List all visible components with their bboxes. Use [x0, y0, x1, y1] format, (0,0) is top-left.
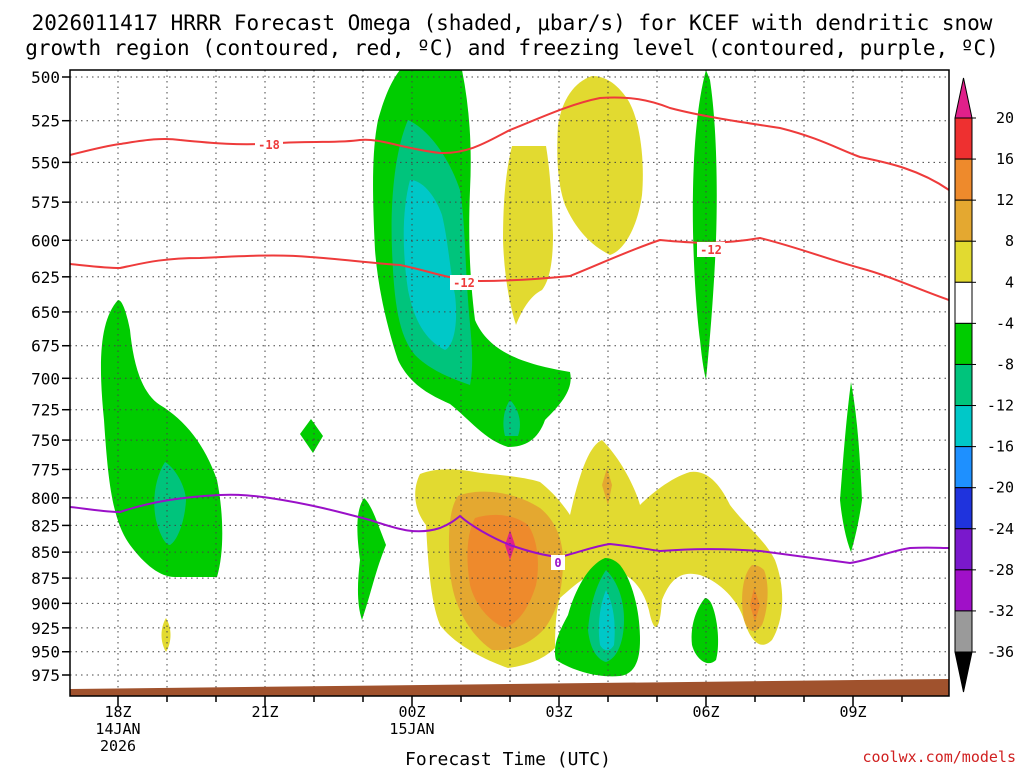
chart-title-line2: growth region (contoured, red, ºC) and f… [25, 36, 999, 60]
colorbar: 20 16 12 8 4 -4 -8 -12 -16 -20 -24 -28 -32 -36 [954, 77, 1014, 693]
terrain-ground [70, 679, 949, 696]
colorbar-segment [954, 281, 973, 324]
x-tick-label: 06Z [692, 703, 719, 721]
x-tick-label: 09Z [839, 703, 866, 721]
colorbar-top-triangle [954, 77, 973, 119]
y-tick-label: 525 [31, 112, 60, 131]
y-tick-label: 725 [31, 401, 60, 420]
omega-region-green [300, 419, 323, 453]
y-tick-label: 550 [31, 153, 60, 172]
x-tick-label: 03Z [545, 703, 572, 721]
x-tick-label: 21Z [251, 703, 278, 721]
omega-region-cyan [598, 590, 615, 651]
gridlines [70, 70, 949, 696]
y-tick-label: 600 [31, 231, 60, 250]
omega-region-yellow [557, 76, 643, 255]
credit-text: coolwx.com/models [862, 748, 1016, 766]
omega-region-green [357, 498, 386, 620]
omega-region-yellow [161, 618, 171, 652]
dgz-lower-label: -12 [453, 276, 475, 290]
colorbar-label: -28 [987, 561, 1014, 579]
omega-region-teal [503, 400, 520, 436]
colorbar-segment [954, 363, 973, 407]
colorbar-segment [954, 199, 973, 242]
y-tick-label: 900 [31, 594, 60, 613]
omega-region-orange [602, 468, 612, 505]
colorbar-segment [954, 487, 973, 530]
omega-region-orange [467, 514, 538, 628]
y-tick-label: 850 [31, 543, 60, 562]
colorbar-label: 4 [1005, 273, 1014, 291]
colorbar-segment [954, 322, 973, 365]
dgz-lower-label-2: -12 [700, 243, 722, 257]
freezing-level-contour [70, 493, 949, 565]
colorbar-label: 12 [996, 191, 1014, 209]
y-tick-label: 950 [31, 643, 60, 662]
x-tick-date-label: 15JAN [389, 720, 434, 738]
y-tick-label: 775 [31, 460, 60, 479]
y-tick-label: 800 [31, 489, 60, 508]
colorbar-segment [954, 117, 973, 160]
colorbar-segment [954, 528, 973, 571]
colorbar-label: -32 [987, 602, 1014, 620]
colorbar-label: 16 [996, 150, 1014, 168]
colorbar-label: -20 [987, 479, 1014, 497]
colorbar-segment [954, 610, 973, 653]
dgz-upper-contour [70, 96, 949, 191]
colorbar-segment [954, 158, 973, 201]
colorbar-segment [954, 405, 973, 448]
colorbar-label: -12 [987, 397, 1014, 415]
y-tick-label: 675 [31, 337, 60, 356]
omega-region-green [692, 70, 717, 380]
colorbar-label: -4 [996, 314, 1014, 332]
y-tick-label: 875 [31, 569, 60, 588]
omega-region-teal [154, 462, 186, 545]
colorbar-label: -16 [987, 438, 1014, 456]
y-tick-label: 650 [31, 303, 60, 322]
omega-region-green [840, 382, 862, 552]
x-axis-label: Forecast Time (UTC) [405, 749, 611, 768]
contour-labels: -18 -12 -12 0 [255, 137, 725, 570]
chart-title-line1: 2026011417 HRRR Forecast Omega (shaded, … [32, 11, 993, 35]
dgz-upper-label: -18 [258, 138, 280, 152]
colorbar-segment [954, 446, 973, 489]
y-tick-label: 700 [31, 369, 60, 388]
x-tick-date-label: 14JAN [95, 720, 140, 738]
colorbar-label: -24 [987, 520, 1014, 538]
y-tick-label: 500 [31, 68, 60, 87]
dgz-lower-contour [70, 236, 949, 301]
y-tick-label: 825 [31, 516, 60, 535]
y-tick-label: 625 [31, 268, 60, 287]
colorbar-segment [954, 240, 973, 283]
colorbar-segment [954, 569, 973, 612]
y-axis: 500 525 550 575 600 625 650 675 700 725 750 775 800 8… [31, 68, 70, 685]
y-tick-label: 925 [31, 619, 60, 638]
freezing-level-label: 0 [554, 556, 561, 570]
omega-region-green [691, 598, 719, 664]
shading-layer [100, 70, 862, 677]
x-tick-label: 00Z [398, 703, 425, 721]
colorbar-label: -36 [987, 643, 1014, 661]
x-tick-label: 18Z [104, 703, 131, 721]
colorbar-label: 8 [1005, 232, 1014, 250]
y-tick-label: 975 [31, 666, 60, 685]
omega-region-cyan [403, 180, 457, 350]
x-tick-year-label: 2026 [100, 737, 136, 755]
y-tick-label: 575 [31, 193, 60, 212]
y-tick-label: 750 [31, 431, 60, 450]
colorbar-label: -8 [996, 355, 1014, 373]
colorbar-label: 20 [996, 109, 1014, 127]
colorbar-bottom-triangle [954, 651, 973, 693]
